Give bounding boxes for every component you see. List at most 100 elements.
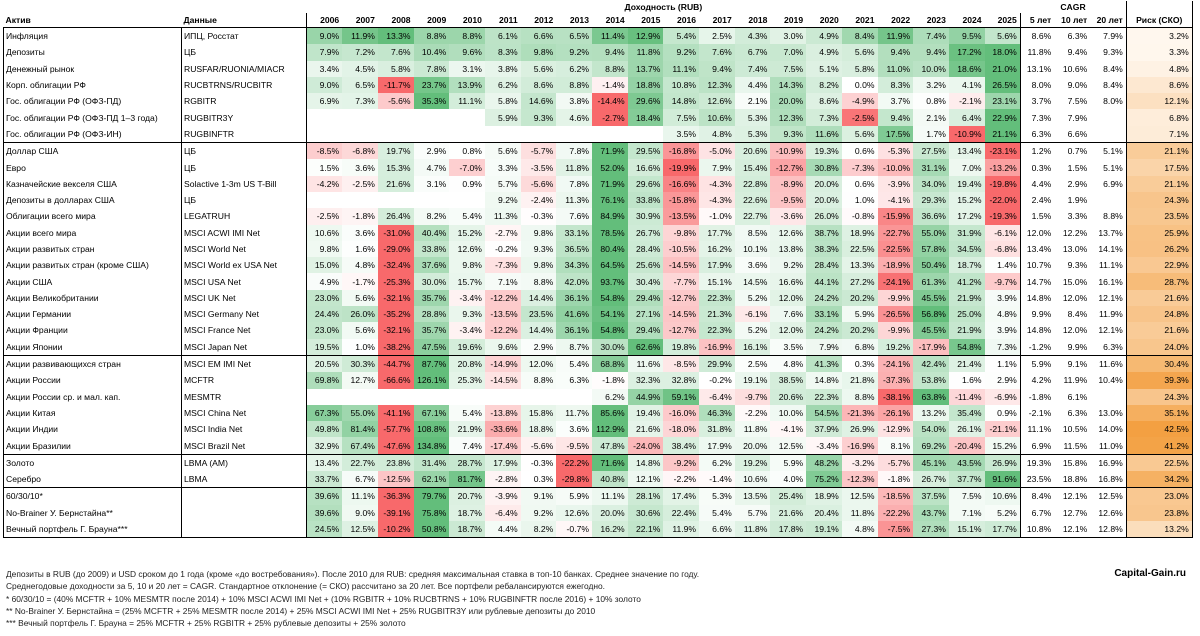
year-return-cell: -5.7% [520,142,557,160]
risk-cell: 24.3% [1125,388,1193,405]
year-return-cell: -9.9% [877,322,914,339]
year-return-cell: -9.7% [984,273,1021,290]
year-return-cell: 11.6% [627,354,664,373]
year-return-cell: 4.8% [770,354,807,373]
year-return-cell: 0.6% [841,142,878,160]
year-return-cell: 18.7% [948,257,985,274]
year-return-cell: 10.6% [306,224,343,241]
year-return-cell: 5.2% [734,289,771,307]
year-return-cell: 14.8% [663,93,700,110]
year-return-cell: 10.8% [663,76,700,94]
risk-cell: 35.1% [1125,404,1193,422]
year-return-cell: -1.4% [699,471,735,488]
year-return-cell: 9.2% [556,44,592,61]
year-return-cell: 10.4% [413,44,450,61]
year-return-cell: -9.2% [663,453,700,472]
year-return-cell: 5.8% [377,60,414,77]
risk-cell: 23.8% [1125,504,1193,521]
year-return-cell: 6.8% [841,338,878,356]
year-return-cell: 27.3% [913,520,949,539]
table-row: Евро ЦБ 1.5% 3.6% 15.3% 4.7% -7.0% 3.3% -3.5% 11.… [3,159,1193,176]
cagr-cell: 6.6% [1067,128,1088,139]
year-return-cell: 20.2% [841,322,878,339]
risk-cell: 8.6% [1125,76,1193,94]
year-return-cell: 7.8% [556,142,592,160]
cagr-cell: 6.3% [1103,341,1123,352]
cagr-cell: 11.0% [1099,440,1123,451]
year-return-cell: 18.7% [449,520,485,539]
cagr-cell: 11.6% [1090,354,1127,373]
year-return-cell: 22.4% [663,504,700,521]
table-row: Акции России ср. и мал. кап. MESMTR 6.2% 44… [3,388,1193,405]
year-return-cell: -4.9% [841,93,878,110]
risk-cell: 25.9% [1125,224,1193,241]
year-return-cell: -12.7% [663,289,700,307]
year-return-cell: 12.0% [770,322,807,339]
year-header: 2010 [449,13,485,28]
year-return-cell: 12.5% [841,487,878,505]
year-return-cell: 20.4% [806,504,842,521]
year-return-cell: 7.6% [556,208,592,225]
year-return-cell: 35.7% [413,289,450,307]
year-return-cell: 38.3% [806,240,842,258]
year-return-cell: -5.7% [877,453,914,472]
year-return-cell: 45.5% [913,322,949,339]
cagr-cell: -2.1% [1019,404,1055,422]
year-return-cell: 11.7% [556,404,592,422]
year-return-cell: 2.9% [520,338,557,356]
year-return-cell: 14.4% [520,289,557,307]
year-return-cell: -20.4% [948,437,985,455]
data-source: RUCBTRNS/RUCBITR [181,76,307,94]
year-return-cell: 32.8% [663,372,700,389]
year-return-cell: 71.9% [592,175,628,192]
year-return-cell: 3.4% [306,60,343,77]
year-return-cell: 6.2% [556,60,592,77]
cagr-cell: 8.4% [1067,309,1088,320]
asset-name: Акции России ср. и мал. кап. [3,388,182,405]
year-return-cell: 0.9% [449,175,485,192]
year-return-cell: 29.3% [913,191,949,209]
year-return-cell: -38.1% [877,388,914,405]
cagr-cell: 7.3% [1019,109,1055,126]
year-return-cell: 31.4% [413,453,450,472]
year-return-cell: 21.0% [984,60,1021,77]
year-return-cell: -24.0% [627,437,664,455]
year-return-cell: -12.2% [484,289,521,307]
year-return-cell: 21.6% [627,421,664,438]
year-return-cell: 8.5% [734,224,771,241]
asset-name: Евро [3,159,182,176]
year-return-cell: 2.5% [734,354,771,373]
year-return-cell: 7.5% [948,487,985,505]
year-return-cell: 0.8% [913,93,949,110]
cagr-cell: 8.4% [1103,80,1123,91]
year-return-cell: -14.5% [663,257,700,274]
year-return-cell: 50.8% [413,520,450,539]
cagr-cell: 8.0% [1019,76,1055,94]
year-return-cell: 3.9% [984,289,1021,307]
year-return-cell: -10.2% [377,520,414,539]
footnote-line: ** No-Brainer У. Бернстайна = (25% MCFTR… [6,605,596,616]
year-return-cell: -12.9% [877,421,914,438]
table-row: Депозиты ЦБ 7.9% 7.2% 7.6% 10.4% 9.6% 8.3% 9.8% 9… [3,44,1193,61]
year-return-cell: -12.5% [377,471,414,488]
risk-cell: 22.5% [1125,453,1193,472]
year-return-cell: 20.5% [306,354,343,373]
year-return-cell: 28.7% [449,453,485,472]
year-return-cell: 55.0% [913,224,949,241]
year-return-cell: -6.4% [699,388,735,405]
year-return-cell: 112.9% [592,421,628,438]
year-return-cell: 22.1% [627,520,664,539]
year-return-cell: -8.9% [770,175,807,192]
year-return-cell [556,126,592,143]
year-return-cell: 5.4% [699,504,735,521]
year-return-cell: 25.4% [770,487,807,505]
year-return-cell: 41.6% [556,306,592,323]
year-return-cell: 7.4% [734,60,771,77]
year-return-cell: 28.4% [627,240,664,258]
year-return-cell: 5.2% [984,504,1021,521]
year-return-cell [342,126,378,143]
year-return-cell: 23.7% [413,76,450,94]
year-return-cell: 7.9% [806,338,842,356]
year-return-cell: 19.5% [306,338,343,356]
year-return-cell: 7.4% [913,27,949,45]
